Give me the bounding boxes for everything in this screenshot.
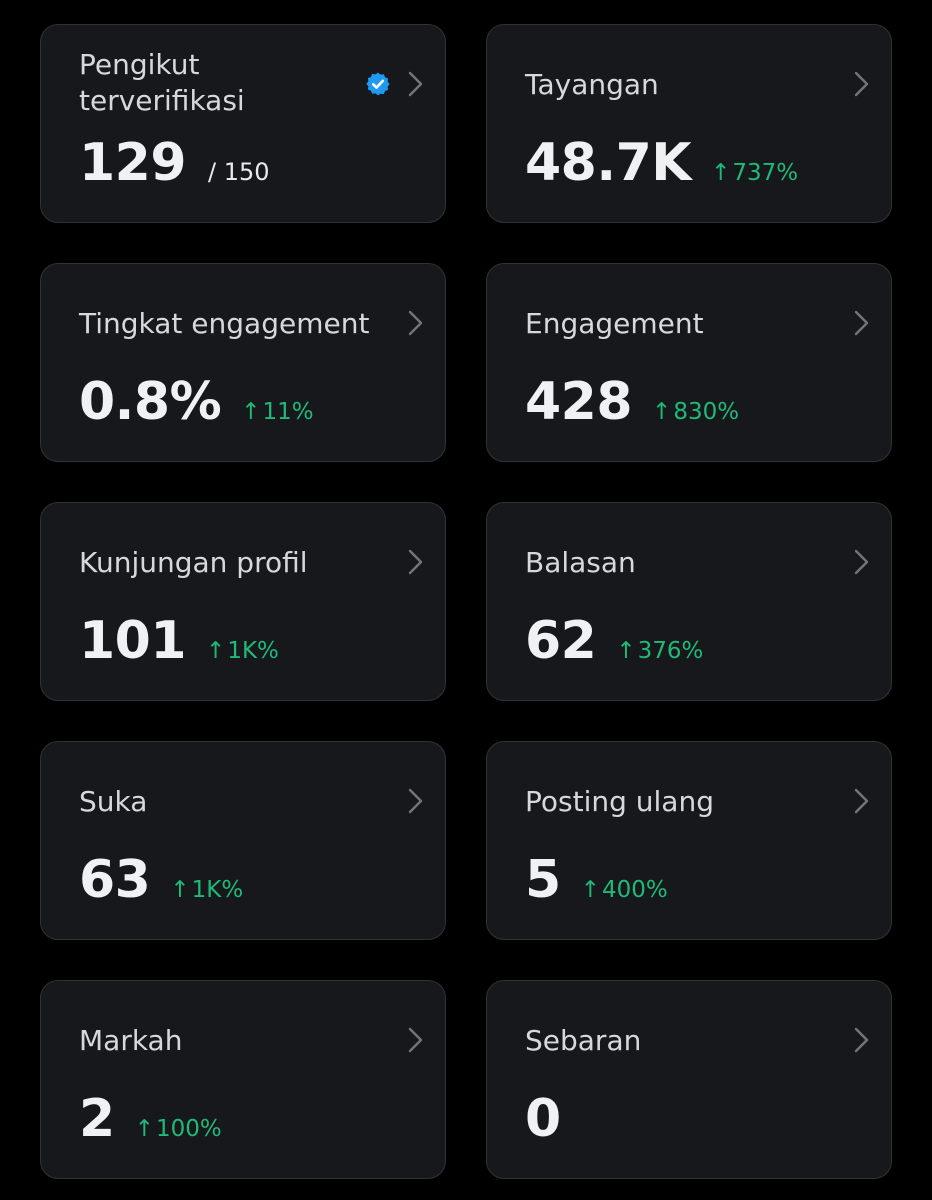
delta-value: 400% (601, 877, 668, 903)
card-title: Kunjungan profil (79, 546, 308, 579)
metric-value: 5 (525, 850, 561, 910)
analytics-grid: Pengikut terverifikasi 129 / 150 Tayanga… (40, 24, 892, 1179)
card-replies[interactable]: Balasan 62 ↑376% (486, 502, 892, 701)
card-title: Pengikut terverifikasi (79, 48, 245, 117)
card-engagements[interactable]: Engagement 428 ↑830% (486, 263, 892, 462)
metric-value: 2 (79, 1089, 115, 1149)
metric-value: 0.8% (79, 372, 222, 432)
metric-value: 63 (79, 850, 151, 910)
verified-badge-icon (366, 72, 390, 96)
delta-value: 376% (637, 638, 704, 664)
metric-delta: ↑1K% (206, 638, 279, 664)
delta-value: 737% (732, 160, 799, 186)
value-row: 129 / 150 (79, 133, 270, 193)
metric-value: 101 (79, 611, 187, 671)
metric-delta: ↑737% (711, 160, 798, 186)
chevron-right-icon (854, 788, 869, 814)
delta-value: 830% (673, 399, 740, 425)
metric-total: / 150 (208, 158, 270, 186)
arrow-up-icon: ↑ (206, 638, 226, 664)
chevron-right-icon (408, 549, 423, 575)
card-title: Tingkat engagement (79, 307, 370, 340)
value-row: 62 ↑376% (525, 611, 703, 671)
card-reposts[interactable]: Posting ulang 5 ↑400% (486, 741, 892, 940)
card-title: Suka (79, 785, 148, 818)
card-bookmarks[interactable]: Markah 2 ↑100% (40, 980, 446, 1179)
metric-value: 48.7K (525, 133, 692, 193)
value-row: 0.8% ↑11% (79, 372, 314, 432)
card-impressions[interactable]: Tayangan 48.7K ↑737% (486, 24, 892, 223)
value-row: 48.7K ↑737% (525, 133, 798, 193)
metric-value: 428 (525, 372, 633, 432)
card-engagement-rate[interactable]: Tingkat engagement 0.8% ↑11% (40, 263, 446, 462)
card-title: Sebaran (525, 1024, 642, 1057)
delta-value: 1K% (227, 638, 279, 664)
arrow-up-icon: ↑ (580, 877, 600, 903)
value-row: 2 ↑100% (79, 1089, 222, 1149)
chevron-right-icon (854, 549, 869, 575)
metric-delta: ↑1K% (170, 877, 243, 903)
value-row: 101 ↑1K% (79, 611, 279, 671)
value-row: 63 ↑1K% (79, 850, 243, 910)
chevron-right-icon (408, 71, 423, 97)
value-row: 428 ↑830% (525, 372, 739, 432)
metric-delta: ↑11% (241, 399, 313, 425)
delta-value: 11% (262, 399, 314, 425)
arrow-up-icon: ↑ (711, 160, 731, 186)
chevron-right-icon (854, 1027, 869, 1053)
metric-value: 62 (525, 611, 597, 671)
value-row: 5 ↑400% (525, 850, 668, 910)
card-title: Markah (79, 1024, 183, 1057)
metric-value: 129 (79, 133, 187, 193)
card-likes[interactable]: Suka 63 ↑1K% (40, 741, 446, 940)
chevron-right-icon (854, 310, 869, 336)
value-row: 0 (525, 1089, 561, 1149)
arrow-up-icon: ↑ (652, 399, 672, 425)
metric-delta: ↑376% (616, 638, 703, 664)
chevron-right-icon (408, 1027, 423, 1053)
metric-delta: ↑830% (652, 399, 739, 425)
card-title: Tayangan (525, 68, 659, 101)
arrow-up-icon: ↑ (170, 877, 190, 903)
delta-value: 1K% (191, 877, 244, 903)
arrow-up-icon: ↑ (241, 399, 261, 425)
card-verified-followers[interactable]: Pengikut terverifikasi 129 / 150 (40, 24, 446, 223)
chevron-right-icon (408, 310, 423, 336)
delta-value: 100% (155, 1116, 222, 1142)
card-title: Engagement (525, 307, 704, 340)
card-shares[interactable]: Sebaran 0 (486, 980, 892, 1179)
card-title: Balasan (525, 546, 636, 579)
card-profile-visits[interactable]: Kunjungan profil 101 ↑1K% (40, 502, 446, 701)
card-title: Posting ulang (525, 785, 714, 818)
metric-value: 0 (525, 1089, 561, 1149)
chevron-right-icon (408, 788, 423, 814)
arrow-up-icon: ↑ (616, 638, 636, 664)
metric-delta: ↑400% (581, 877, 668, 903)
chevron-right-icon (854, 71, 869, 97)
arrow-up-icon: ↑ (134, 1116, 154, 1142)
metric-delta: ↑100% (135, 1116, 222, 1142)
